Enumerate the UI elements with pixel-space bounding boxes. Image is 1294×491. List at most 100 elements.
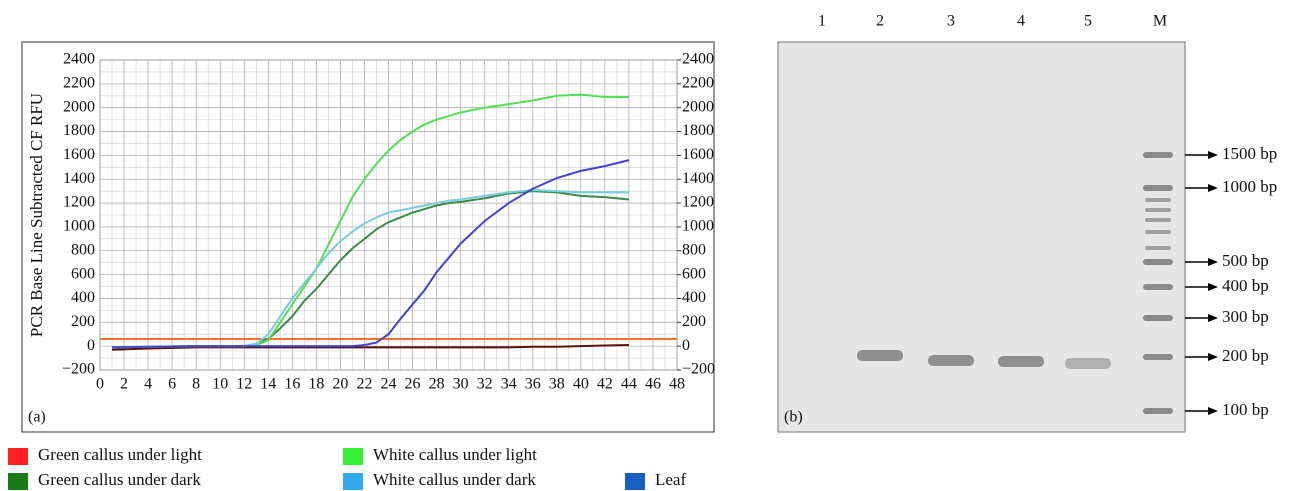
x-tick-label: 4: [144, 376, 152, 393]
x-tick-label: 46: [645, 376, 661, 393]
y-tick-label: 2400: [63, 51, 95, 68]
arrow-head: [1208, 314, 1218, 322]
gel-image: [777, 41, 1186, 433]
y-tick-label: 600: [71, 265, 95, 282]
x-tick-label: 18: [308, 376, 324, 393]
arrow-head: [1208, 353, 1218, 361]
y-tick-label: 2200: [63, 75, 95, 92]
marker-band: [1143, 315, 1173, 321]
x-tick-label: 34: [501, 376, 517, 393]
lane-label: M: [1153, 13, 1167, 30]
lane-label: 3: [947, 13, 955, 30]
marker-band: [1145, 198, 1171, 202]
x-tick-label: 6: [168, 376, 176, 393]
arrow-head: [1208, 283, 1218, 291]
marker-band: [1143, 185, 1173, 191]
marker-label: 300 bp: [1222, 307, 1269, 326]
marker-label: 500 bp: [1222, 251, 1269, 270]
x-tick-label: 0: [96, 376, 104, 393]
y-tick-label: 1600: [63, 146, 95, 163]
marker-band: [1145, 230, 1171, 234]
legend-label: Green callus under light: [38, 445, 202, 464]
marker-band: [1143, 284, 1173, 290]
y-tick-label: 1400: [63, 170, 95, 187]
sample-band: [1065, 358, 1111, 369]
legend-label: White callus under dark: [373, 470, 536, 489]
y2-tick-label: 1800: [682, 122, 714, 139]
series-line: [112, 188, 629, 349]
y2-tick-label: 600: [682, 265, 706, 282]
sample-band: [857, 350, 903, 361]
y2-tick-label: 2400: [682, 51, 714, 68]
arrow-head: [1208, 184, 1218, 192]
x-tick-label: 44: [621, 376, 637, 393]
x-tick-label: 38: [549, 376, 565, 393]
legend-swatch: [8, 473, 28, 490]
marker-label: 1000 bp: [1222, 177, 1277, 196]
x-tick-label: 48: [669, 376, 685, 393]
sample-band: [998, 356, 1044, 367]
series-line: [112, 190, 630, 349]
x-tick-label: 40: [573, 376, 589, 393]
x-tick-label: 24: [381, 376, 397, 393]
y2-tick-label: 1000: [682, 218, 714, 235]
marker-band: [1145, 208, 1171, 212]
x-tick-label: 36: [525, 376, 541, 393]
x-tick-label: 20: [332, 376, 348, 393]
x-tick-label: 32: [477, 376, 493, 393]
x-tick-label: 22: [356, 376, 372, 393]
marker-band: [1145, 246, 1171, 250]
marker-band: [1143, 152, 1173, 158]
y2-tick-label: 2200: [682, 75, 714, 92]
legend-label: Green callus under dark: [38, 470, 201, 489]
marker-label: 400 bp: [1222, 276, 1269, 295]
legend-swatch: [8, 448, 28, 465]
legend-swatch: [625, 473, 645, 490]
x-tick-label: 2: [120, 376, 128, 393]
y2-tick-label: 2000: [682, 98, 714, 115]
arrow-head: [1208, 151, 1218, 159]
x-tick-label: 16: [284, 376, 300, 393]
y2-tick-label: −200: [682, 361, 715, 378]
marker-band: [1145, 218, 1171, 222]
y-tick-label: 1800: [63, 122, 95, 139]
marker-band: [1143, 408, 1173, 414]
legend-label: White callus under light: [373, 445, 537, 464]
series-line: [111, 343, 629, 351]
y2-tick-label: 200: [682, 313, 706, 330]
lane-label: 2: [876, 13, 884, 30]
series-line: [112, 159, 630, 349]
marker-band: [1143, 354, 1173, 360]
marker-label: 1500 bp: [1222, 144, 1277, 163]
y2-tick-label: 1200: [682, 194, 714, 211]
x-tick-label: 42: [597, 376, 613, 393]
lane-label: 5: [1084, 13, 1092, 30]
y-tick-label: −200: [62, 361, 95, 378]
arrow-head: [1208, 407, 1218, 415]
legend-swatch: [343, 448, 363, 465]
y2-tick-label: 1600: [682, 146, 714, 163]
y-tick-label: 2000: [63, 98, 95, 115]
x-tick-label: 12: [236, 376, 252, 393]
y-tick-label: 400: [71, 289, 95, 306]
lane-label: 1: [818, 13, 826, 30]
marker-label: 100 bp: [1222, 400, 1269, 419]
y-axis-label: PCR Base Line Subtracted CF RFU: [27, 93, 46, 337]
y2-tick-label: 1400: [682, 170, 714, 187]
x-tick-label: 26: [405, 376, 421, 393]
y2-tick-label: 800: [682, 241, 706, 258]
legend-label: Leaf: [655, 470, 686, 489]
y2-tick-label: 400: [682, 289, 706, 306]
x-tick-label: 28: [429, 376, 445, 393]
series-line: [112, 93, 629, 349]
y-tick-label: 200: [71, 313, 95, 330]
x-tick-label: 8: [192, 376, 200, 393]
x-tick-label: 30: [453, 376, 469, 393]
lane-label: 4: [1017, 13, 1025, 30]
sample-band: [928, 355, 974, 366]
marker-label: 200 bp: [1222, 346, 1269, 365]
panel-label: (b): [784, 409, 803, 426]
x-tick-label: 14: [260, 376, 276, 393]
legend-swatch: [343, 473, 363, 490]
